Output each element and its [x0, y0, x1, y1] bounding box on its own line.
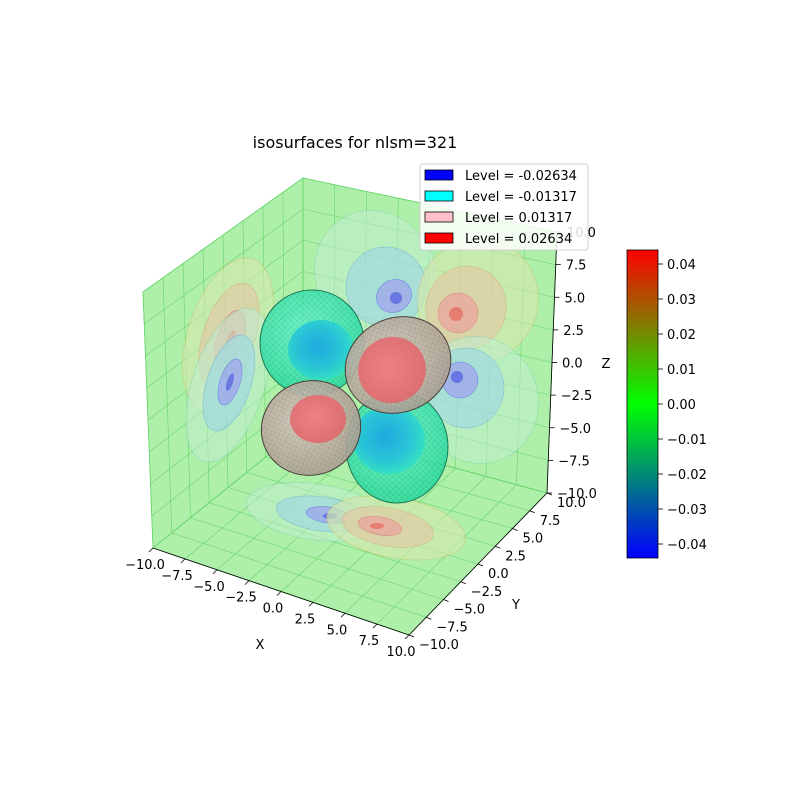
y-axis: −10.0 −7.5 −5.0 −2.5 0.0 2.5 5.0 7.5 10.0: [408, 492, 586, 653]
colorbar-tick-label: 0.01: [667, 363, 696, 378]
y-tick-label: 10.0: [557, 496, 586, 511]
x-axis-label: X: [256, 638, 265, 653]
x-tick-label: 5.0: [327, 623, 348, 638]
colorbar-ticks: 0.04 0.03 0.02 0.01 0.00 −0.01 −0.02 −0.03 −0.04: [658, 258, 707, 553]
legend: Level = -0.02634 Level = -0.01317 Level = …: [419, 163, 589, 251]
y-tick-label: 5.0: [523, 532, 544, 547]
isosurfaces: [259, 289, 452, 504]
y-tick-label: −10.0: [419, 638, 459, 653]
colorbar-tick-label: 0.04: [667, 258, 696, 273]
isosurface-positive-lower-left: [260, 380, 362, 476]
x-tick-label: 2.5: [295, 612, 316, 627]
y-tick-mark: [443, 599, 449, 602]
colorbar: 0.04 0.03 0.02 0.01 0.00 −0.01 −0.02 −0.03 −0.04: [626, 249, 707, 559]
x-axis: −10.0−7.5−5.0−2.5 0.0 2.5 5.0 7.5 10.0: [125, 547, 416, 660]
legend-label: Level = 0.02634: [465, 232, 572, 247]
x-tick-label: 7.5: [359, 634, 380, 649]
left-pane-blue-lobe: [185, 307, 271, 463]
isosurface-negative-lower-right: [345, 390, 449, 504]
right-pane-red-lobe: [417, 237, 539, 363]
y-tick-mark: [495, 545, 501, 549]
x-tick-mark: [340, 612, 346, 618]
z-tick-label: 2.5: [563, 324, 584, 339]
y-axis-label: Y: [511, 598, 520, 613]
x-tick-label: −7.5: [161, 569, 193, 584]
chart-title: isosurfaces for nlsm=321: [253, 133, 458, 152]
x-tick-mark: [212, 569, 218, 575]
y-tick-label: −2.5: [471, 585, 503, 600]
y-tick-mark: [477, 563, 484, 567]
x-tick-mark: [244, 580, 250, 585]
colorbar-gradient: [626, 249, 659, 559]
floor-red-lobe: [326, 495, 466, 561]
y-tick-mark: [529, 510, 535, 514]
y-tick-mark: [408, 634, 415, 638]
y-tick-label: −7.5: [436, 620, 468, 635]
y-tick-mark: [512, 528, 518, 531]
x-tick-label: −10.0: [125, 558, 165, 573]
x-tick-label: 10.0: [387, 645, 416, 660]
legend-swatch: [424, 232, 454, 244]
y-tick-mark: [426, 616, 432, 620]
x-tick-mark: [148, 547, 154, 553]
z-tick-label: −7.5: [558, 454, 590, 469]
x-tick-mark: [276, 591, 282, 596]
z-axis-label: Z: [602, 357, 611, 372]
y-tick-mark: [460, 581, 466, 585]
z-tick-label: −5.0: [560, 422, 592, 437]
x-tick-mark: [180, 558, 186, 564]
x-tick-mark: [404, 634, 410, 640]
colorbar-tick-label: 0.02: [667, 328, 696, 343]
x-tick-label: −5.0: [193, 580, 225, 595]
grid-line: [142, 177, 304, 293]
x-tick-mark: [308, 602, 314, 607]
isosurface-positive-upper-right: [344, 316, 452, 414]
colorbar-tick-label: 0.03: [667, 293, 696, 308]
x-tick-mark: [372, 623, 378, 629]
z-tick-label: −10.0: [557, 487, 597, 502]
colorbar-tick-label: 0.00: [667, 398, 696, 413]
legend-label: Level = -0.01317: [465, 190, 577, 205]
x-tick-label: −2.5: [225, 591, 257, 606]
legend-frame: [419, 163, 589, 251]
colorbar-tick-label: −0.03: [667, 503, 707, 518]
colorbar-tick-label: −0.02: [667, 468, 707, 483]
y-tick-label: 2.5: [505, 549, 526, 564]
y-tick-label: 7.5: [540, 514, 561, 529]
legend-swatch: [424, 190, 454, 202]
z-tick-label: −2.5: [561, 389, 593, 404]
legend-label: Level = 0.01317: [465, 211, 572, 226]
z-tick-label: 0.0: [562, 357, 583, 372]
legend-swatch: [424, 211, 454, 223]
y-tick-label: 0.0: [488, 567, 509, 582]
z-tick-label: 7.5: [566, 259, 587, 274]
colorbar-tick-label: −0.01: [667, 433, 707, 448]
x-tick-label: 0.0: [263, 602, 284, 617]
legend-label: Level = -0.02634: [465, 169, 577, 184]
y-tick-label: −5.0: [454, 603, 486, 618]
legend-swatch: [424, 169, 454, 181]
grid-line: [144, 208, 304, 325]
z-tick-label: 5.0: [565, 291, 586, 306]
legend-items: Level = -0.02634 Level = -0.01317 Level = …: [424, 169, 577, 247]
colorbar-tick-label: −0.04: [667, 538, 707, 553]
